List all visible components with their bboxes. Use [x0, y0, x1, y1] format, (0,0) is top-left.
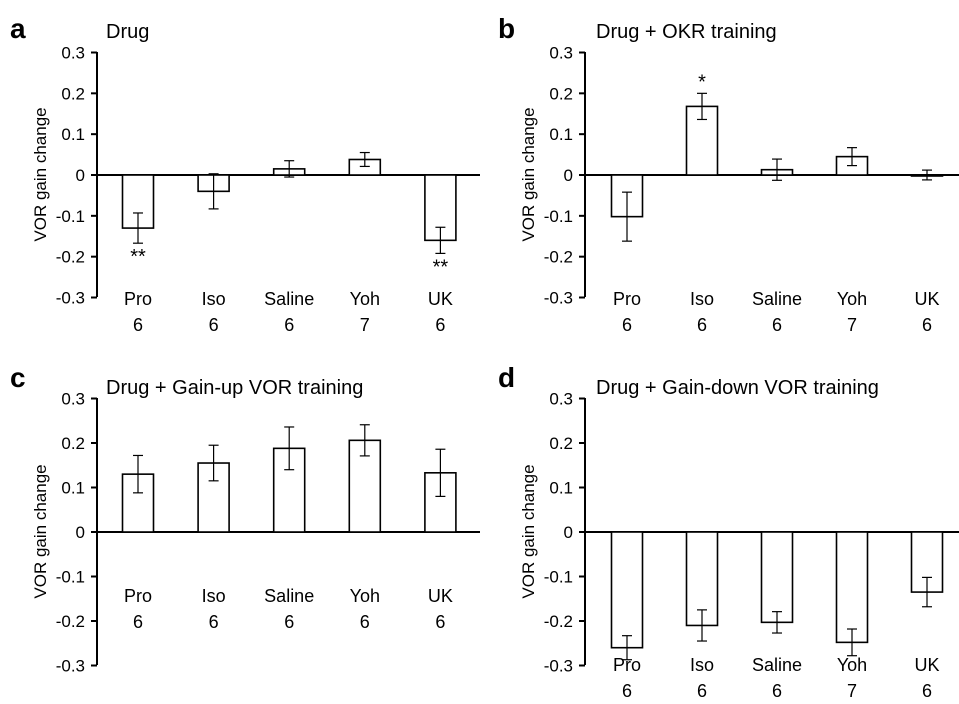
panel-c-y-tick-label: 0 — [76, 523, 85, 542]
panel-d-bar — [610, 531, 644, 649]
panel-b-y-tick-label: -0.3 — [544, 289, 573, 308]
panel-b-category-label: Pro — [613, 289, 641, 309]
panel-b-n-label: 6 — [622, 315, 632, 335]
panel-a-n-label: 6 — [284, 315, 294, 335]
panel-a-n-label: 6 — [133, 315, 143, 335]
panel-d-y-tick-label: -0.1 — [544, 568, 573, 587]
panel-d-y-tick-label: -0.3 — [544, 657, 573, 676]
panel-a-n-label: 6 — [209, 315, 219, 335]
panel-d-category-label: Saline — [752, 655, 802, 675]
panel-d-category-label: UK — [914, 655, 939, 675]
panel-d-y-tick-label: 0.3 — [549, 390, 573, 409]
panel-c-y-tick-label: -0.2 — [56, 612, 85, 631]
panel-d-title: Drug + Gain-down VOR training — [596, 377, 879, 399]
panel-a-n-label: 6 — [435, 315, 445, 335]
panel-c-n-label: 6 — [133, 612, 143, 632]
panel-b-y-tick-label: 0.2 — [549, 84, 573, 103]
panel-c-letter: c — [10, 362, 26, 393]
panel-a-n-label: 7 — [360, 315, 370, 335]
panel-d-n-label: 6 — [922, 681, 932, 701]
panel-b-bar — [685, 105, 719, 176]
panel-d-bar — [835, 531, 869, 644]
panel-a-category-label: UK — [428, 289, 453, 309]
panel-b-n-label: 7 — [847, 315, 857, 335]
panel-a-y-tick-label: -0.1 — [56, 207, 85, 226]
panel-b-category-label: UK — [914, 289, 939, 309]
panel-a-category-label: Iso — [202, 289, 226, 309]
panel-d-y-tick-label: 0.2 — [549, 434, 573, 453]
panel-d-n-label: 7 — [847, 681, 857, 701]
panel-d-category-label: Pro — [613, 655, 641, 675]
panel-b-y-tick-label: 0.3 — [549, 44, 573, 63]
panel-d-y-tick-label: 0.1 — [549, 479, 573, 498]
panel-a-category-label: Pro — [124, 289, 152, 309]
panel-c-title: Drug + Gain-up VOR training — [106, 377, 363, 399]
panel-c-category-label: UK — [428, 586, 453, 606]
panel-b-n-label: 6 — [922, 315, 932, 335]
panel-c-category-label: Saline — [264, 586, 314, 606]
panel-d-n-label: 6 — [622, 681, 632, 701]
panel-d-n-label: 6 — [772, 681, 782, 701]
panel-a-y-tick-label: 0.2 — [61, 84, 85, 103]
panel-b-category-label: Saline — [752, 289, 802, 309]
panel-a-title: Drug — [106, 21, 149, 43]
panel-b-n-label: 6 — [772, 315, 782, 335]
panel-b-category-label: Yoh — [837, 289, 867, 309]
panel-c-y-axis-label: VOR gain change — [31, 464, 50, 598]
panel-b-letter: b — [498, 13, 515, 44]
panel-c-category-label: Pro — [124, 586, 152, 606]
panel-b-y-axis-label: VOR gain change — [519, 107, 538, 241]
panel-d-bar — [760, 531, 794, 624]
panel-b-title: Drug + OKR training — [596, 21, 777, 43]
panel-c-y-tick-label: 0.3 — [61, 390, 85, 409]
panel-a-y-axis-label: VOR gain change — [31, 107, 50, 241]
panel-c-category-label: Yoh — [350, 586, 380, 606]
panel-b-n-label: 6 — [697, 315, 707, 335]
panel-d-n-label: 6 — [697, 681, 707, 701]
panel-c-y-tick-label: 0.2 — [61, 434, 85, 453]
panel-d-category-label: Iso — [690, 655, 714, 675]
panel-b-y-tick-label: -0.1 — [544, 207, 573, 226]
panel-d-y-tick-label: -0.2 — [544, 612, 573, 631]
panel-b-significance-label: * — [698, 71, 706, 93]
panel-a-letter: a — [10, 13, 26, 44]
panel-a-y-tick-label: 0.1 — [61, 125, 85, 144]
panel-a-significance-label: ** — [130, 246, 146, 268]
panel-c-n-label: 6 — [360, 612, 370, 632]
panel-b-y-tick-label: 0 — [564, 166, 573, 185]
panel-c-n-label: 6 — [284, 612, 294, 632]
panel-c-category-label: Iso — [202, 586, 226, 606]
panel-c-y-tick-label: -0.1 — [56, 568, 85, 587]
panel-d-category-label: Yoh — [837, 655, 867, 675]
panel-c-n-label: 6 — [435, 612, 445, 632]
panel-d-letter: d — [498, 362, 515, 393]
panel-b-y-tick-label: -0.2 — [544, 248, 573, 267]
panel-a-y-tick-label: -0.3 — [56, 289, 85, 308]
panel-a-category-label: Yoh — [350, 289, 380, 309]
panel-a-significance-label: ** — [433, 256, 449, 278]
panel-a-category-label: Saline — [264, 289, 314, 309]
panel-c-y-tick-label: 0.1 — [61, 479, 85, 498]
panel-d-y-axis-label: VOR gain change — [519, 464, 538, 598]
panel-b-y-tick-label: 0.1 — [549, 125, 573, 144]
panel-a-y-tick-label: 0 — [76, 166, 85, 185]
panel-d-bar — [685, 531, 719, 627]
panel-a-y-tick-label: 0.3 — [61, 44, 85, 63]
panel-c-y-tick-label: -0.3 — [56, 657, 85, 676]
panel-d-y-tick-label: 0 — [564, 523, 573, 542]
panel-b-category-label: Iso — [690, 289, 714, 309]
panel-c-n-label: 6 — [209, 612, 219, 632]
panel-a-y-tick-label: -0.2 — [56, 248, 85, 267]
